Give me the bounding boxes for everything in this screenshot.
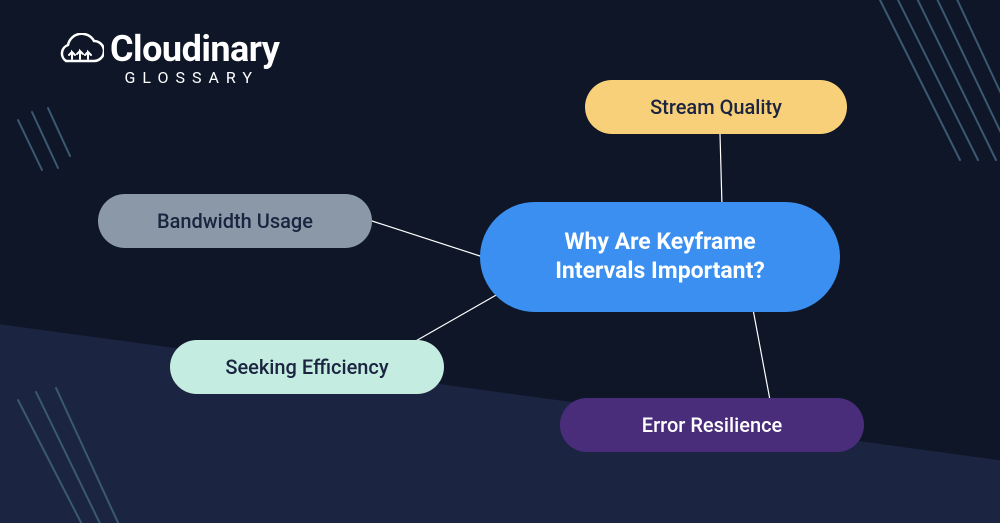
branch-node-stream: Stream Quality — [585, 80, 847, 134]
logo-subtext: GLOSSARY — [124, 68, 259, 87]
logo: Cloudinary GLOSSARY — [56, 28, 279, 87]
branch-node-seeking: Seeking Efficiency — [170, 340, 444, 394]
cloud-icon — [56, 33, 104, 65]
branch-node-error: Error Resilience — [560, 398, 864, 452]
center-node: Why Are Keyframe Intervals Important? — [480, 202, 840, 312]
logo-wordmark: Cloudinary — [110, 28, 279, 70]
branch-node-bandwidth: Bandwidth Usage — [98, 194, 372, 248]
